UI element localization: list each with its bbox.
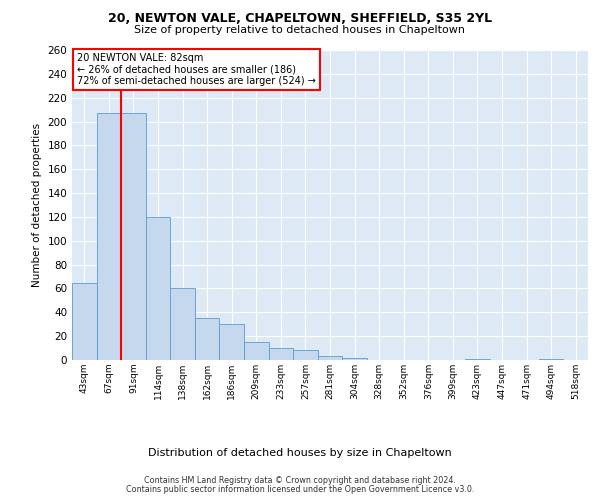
Text: Distribution of detached houses by size in Chapeltown: Distribution of detached houses by size … xyxy=(148,448,452,458)
Bar xyxy=(121,113,146,360)
Bar xyxy=(220,324,244,360)
Text: Contains public sector information licensed under the Open Government Licence v3: Contains public sector information licen… xyxy=(126,484,474,494)
Y-axis label: Number of detached properties: Number of detached properties xyxy=(32,123,42,287)
Bar xyxy=(465,359,490,360)
Bar xyxy=(269,348,293,360)
Bar xyxy=(170,288,195,360)
Text: 20, NEWTON VALE, CHAPELTOWN, SHEFFIELD, S35 2YL: 20, NEWTON VALE, CHAPELTOWN, SHEFFIELD, … xyxy=(108,12,492,26)
Text: Size of property relative to detached houses in Chapeltown: Size of property relative to detached ho… xyxy=(134,25,466,35)
Text: Contains HM Land Registry data © Crown copyright and database right 2024.: Contains HM Land Registry data © Crown c… xyxy=(144,476,456,485)
Bar xyxy=(539,359,563,360)
Bar xyxy=(97,113,121,360)
Bar xyxy=(244,342,269,360)
Text: 20 NEWTON VALE: 82sqm
← 26% of detached houses are smaller (186)
72% of semi-det: 20 NEWTON VALE: 82sqm ← 26% of detached … xyxy=(77,53,316,86)
Bar xyxy=(293,350,318,360)
Bar xyxy=(195,318,220,360)
Bar xyxy=(72,282,97,360)
Bar xyxy=(342,358,367,360)
Bar xyxy=(146,217,170,360)
Bar xyxy=(318,356,342,360)
